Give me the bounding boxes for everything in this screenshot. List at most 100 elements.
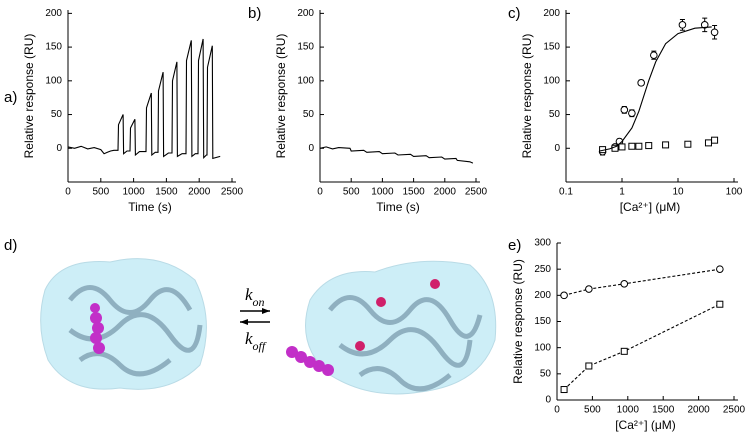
ligand: [286, 346, 334, 376]
marker: [662, 141, 670, 149]
x-tick-label: 100: [726, 187, 743, 198]
marker: [618, 143, 626, 151]
panel-label: c): [508, 5, 521, 22]
y-tick-label: 150: [45, 42, 62, 53]
x-tick-label: 500: [343, 187, 360, 198]
y-tick-label: 200: [45, 8, 62, 19]
y-axis-title: Relative response (RU): [274, 34, 288, 159]
x-tick-label: 1000: [122, 187, 145, 198]
y-tick-label: 0: [554, 143, 560, 154]
marker: [650, 51, 658, 59]
x-tick-label: 1500: [155, 187, 178, 198]
x-tick-label: 0: [317, 187, 323, 198]
marker: [585, 362, 593, 370]
x-tick-label: 1000: [371, 187, 394, 198]
x-tick-label: 1: [619, 187, 625, 198]
marker: [620, 347, 628, 355]
y-axis-title: Relative response (RU): [511, 259, 525, 384]
panel-label: a): [4, 89, 17, 106]
y-tick-label: 150: [297, 42, 314, 53]
x-tick-label: 0: [554, 405, 560, 416]
marker: [620, 280, 629, 288]
x-tick-label: 2000: [687, 405, 710, 416]
y-tick-label: 100: [297, 75, 314, 86]
x-tick-label: 2500: [465, 187, 488, 198]
marker: [711, 136, 719, 144]
protein-surface: [305, 260, 497, 395]
marker: [620, 106, 629, 114]
x-tick-label: 1500: [652, 405, 675, 416]
marker: [560, 386, 568, 394]
x-tick-label: 2500: [723, 405, 745, 416]
koff-label: koff: [245, 329, 267, 353]
y-tick-label: 0: [56, 143, 62, 154]
y-tick-label: 50: [540, 368, 552, 379]
y-tick-label: 100: [543, 75, 560, 86]
x-tick-label: 500: [92, 187, 109, 198]
x-tick-label: 0: [65, 187, 71, 198]
y-tick-label: 200: [543, 8, 560, 19]
y-tick-label: 300: [534, 238, 551, 249]
x-tick-label: 500: [584, 405, 601, 416]
calcium: [376, 297, 386, 307]
x-tick-label: 1500: [402, 187, 425, 198]
y-tick-label: 50: [51, 109, 63, 120]
panel-label: e): [508, 237, 521, 254]
calcium: [430, 279, 440, 289]
x-axis-title: [Ca²⁺] (μM): [620, 200, 681, 214]
y-tick-label: 100: [534, 342, 551, 353]
panel-label: b): [248, 5, 261, 22]
marker: [635, 142, 643, 150]
kon-label: kon: [245, 285, 265, 309]
k-sub: on: [253, 295, 265, 309]
x-axis-title: [Ca²⁺] (μM): [615, 418, 676, 432]
marker: [628, 142, 636, 150]
marker: [628, 109, 636, 117]
panel-d: d) kon koff: [4, 237, 497, 395]
series-line: [563, 303, 721, 390]
x-tick-label: 0.1: [559, 187, 573, 198]
y-tick-label: 100: [45, 75, 62, 86]
y-tick-label: 150: [534, 316, 551, 327]
y-axis-title: Relative response (RU): [22, 34, 36, 159]
y-tick-label: 200: [534, 290, 551, 301]
marker: [704, 139, 712, 147]
marker: [684, 140, 692, 148]
k: k: [245, 285, 253, 304]
x-axis-title: Time (s): [128, 200, 172, 214]
x-tick-label: 2000: [188, 187, 211, 198]
marker: [700, 21, 709, 29]
panel-label: d): [4, 237, 17, 254]
marker: [645, 142, 653, 150]
marker: [585, 285, 593, 293]
marker: [678, 21, 687, 29]
x-tick-label: 2500: [221, 187, 244, 198]
series-line: [563, 268, 720, 296]
series-line: [599, 26, 712, 152]
ligand: [90, 303, 105, 354]
y-tick-label: 0: [308, 143, 314, 154]
y-tick-label: 0: [545, 395, 551, 406]
y-tick-label: 250: [534, 264, 551, 275]
x-axis-title: Time (s): [376, 200, 420, 214]
series-line: [319, 146, 474, 164]
k: k: [245, 329, 253, 348]
x-tick-label: 2000: [434, 187, 457, 198]
marker: [560, 291, 568, 300]
k-sub: off: [253, 339, 267, 353]
series-line: [67, 38, 221, 160]
marker: [716, 300, 724, 308]
x-tick-label: 1000: [617, 405, 640, 416]
y-tick-label: 50: [303, 109, 315, 120]
marker: [716, 265, 724, 273]
marker: [637, 79, 645, 87]
protein-ribbon: [328, 295, 483, 392]
marker: [710, 28, 719, 37]
y-axis-title: Relative response (RU): [520, 34, 534, 159]
y-tick-label: 200: [297, 8, 314, 19]
calcium: [355, 341, 365, 351]
arrow-head: [240, 319, 248, 325]
x-tick-label: 10: [672, 187, 684, 198]
y-tick-label: 150: [543, 42, 560, 53]
